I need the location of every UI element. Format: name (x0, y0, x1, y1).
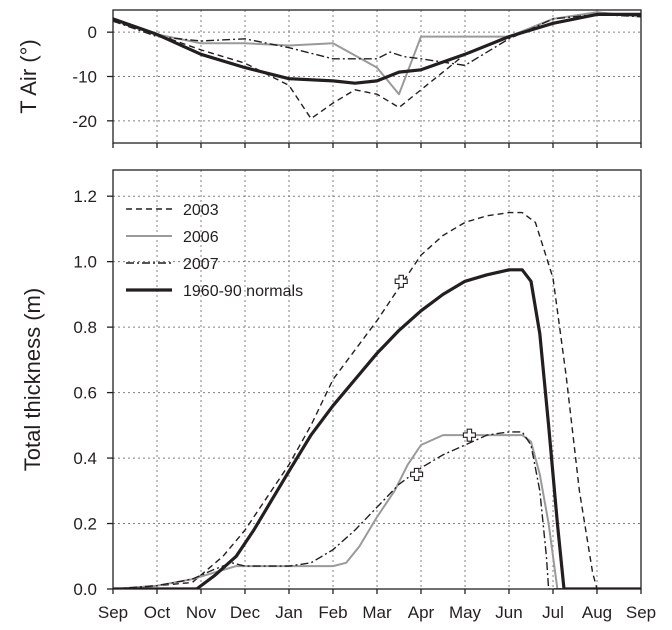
y-tick-label: 0.0 (73, 580, 97, 599)
x-tick-label: Aug (582, 603, 612, 622)
y-axis-title: Total thickness (m) (20, 288, 45, 471)
x-tick-label: Nov (186, 603, 217, 622)
series-line-2003 (113, 11, 641, 120)
y-tick-label: 0.6 (73, 384, 97, 403)
x-tick-label: Jan (275, 603, 302, 622)
series-line-2006 (113, 434, 641, 589)
y-tick-label: 1.0 (73, 253, 97, 272)
x-tick-label: Dec (230, 603, 261, 622)
x-tick-label: Mar (362, 603, 392, 622)
series-line-2007 (113, 13, 641, 67)
x-tick-label: Jul (542, 603, 564, 622)
legend: 2003 2006 2007 1960-90 normals (126, 202, 303, 300)
y-tick-label: 0.8 (73, 318, 97, 337)
y-tick-label: 0.4 (73, 449, 97, 468)
panel-ice_thickness: 0.0 0.2 0.4 0.6 0.8 1.0 1.2 Sep Oct Nov Dec Jan Feb M… (20, 169, 656, 622)
series-line-1960-90-normals (113, 12, 641, 85)
x-tick-label: Sep (626, 603, 656, 622)
legend-label: 2006 (183, 229, 219, 246)
cross-marker (410, 467, 424, 481)
series-line-1960-90-normals (113, 268, 641, 589)
y-tick-label: 1.2 (73, 187, 97, 206)
x-tick-label: Apr (408, 603, 435, 622)
legend-label: 2007 (183, 256, 219, 273)
series-group (113, 211, 641, 589)
x-tick-label: Jun (495, 603, 522, 622)
series-group (113, 11, 641, 120)
cross-marker (462, 428, 476, 442)
legend-label: 1960-90 normals (183, 283, 303, 300)
y-axis-title: T Air (°) (16, 39, 41, 113)
y-tick-label: 0.2 (73, 515, 97, 534)
y-tick-label: 0 (88, 23, 97, 42)
x-tick-label: May (449, 603, 482, 622)
series-line-2003 (113, 211, 641, 589)
x-tick-label: Sep (98, 603, 128, 622)
panel-air_temperature: 0 -10 -20 T Air (°) (16, 9, 642, 148)
legend-label: 2003 (183, 202, 219, 219)
cross-marker (394, 274, 408, 288)
x-tick-label: Oct (144, 603, 171, 622)
x-tick-label: Feb (318, 603, 347, 622)
y-tick-label: -10 (72, 68, 97, 87)
y-tick-label: -20 (72, 112, 97, 131)
